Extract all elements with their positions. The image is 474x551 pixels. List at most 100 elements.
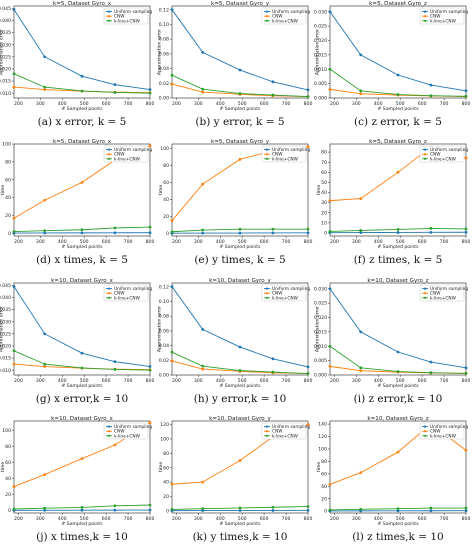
x-tick-label: 300	[194, 516, 203, 522]
legend-label-kline: k-line+CNW	[114, 18, 141, 24]
x-tick-label: 800	[146, 516, 155, 522]
data-point-cnw	[148, 421, 152, 424]
legend-box	[103, 422, 149, 440]
chart-title: k=10, Dataset Gyro_y	[209, 278, 271, 284]
legend-label-uniform: Uniform sampling	[114, 424, 152, 430]
plot-frame	[171, 5, 309, 99]
x-tick-label: 200	[172, 516, 181, 522]
x-tick-label: 400	[374, 239, 383, 245]
legend-marker-kline	[423, 157, 427, 160]
legend-marker-uniform	[423, 148, 427, 151]
data-point-uniform	[464, 509, 468, 513]
legend-marker-cnw	[107, 430, 111, 433]
legend-label-cnw: CNW	[114, 152, 125, 158]
legend-marker-uniform	[265, 148, 269, 151]
data-point-cnw	[43, 365, 47, 368]
y-tick-label: 0.00	[159, 96, 169, 102]
data-point-uniform	[396, 509, 400, 513]
legend-label-cnw: CNW	[430, 291, 441, 297]
data-point-kline	[359, 89, 363, 93]
y-tick-label: 0	[8, 508, 11, 514]
y-axis-label: Approximation error	[157, 29, 163, 75]
y-tick-label: 60	[163, 465, 169, 471]
x-axis-label: # Sampled points	[61, 106, 103, 112]
data-point-kline	[464, 506, 468, 510]
data-point-uniform	[396, 350, 400, 354]
legend-marker-uniform	[423, 425, 427, 428]
y-tick-label: 40	[321, 484, 327, 490]
data-point-uniform	[464, 89, 468, 93]
data-point-kline	[306, 372, 310, 375]
plot-frame	[13, 420, 151, 514]
y-tick-label: 0.005	[314, 81, 327, 87]
x-tick-label: 800	[304, 101, 313, 107]
data-point-kline	[80, 228, 84, 232]
chart-title: k=10, Dataset Gyro_y	[209, 416, 271, 422]
legend-label-kline: k-line+CNW	[114, 433, 141, 439]
legend-label-uniform: Uniform sampling	[430, 286, 468, 292]
x-tick-label: 700	[282, 239, 291, 245]
y-tick-label: 80	[5, 159, 11, 165]
data-point-uniform	[306, 88, 310, 92]
legend-label-cnw: CNW	[114, 291, 125, 297]
y-tick-label: 0.010	[0, 368, 11, 374]
y-tick-label: 0.045	[0, 283, 11, 289]
legend-marker-uniform	[107, 287, 111, 290]
data-point-kline	[429, 371, 433, 375]
y-tick-label: 0	[8, 231, 11, 237]
legend-marker-kline	[265, 296, 269, 299]
x-tick-label: 600	[418, 239, 427, 245]
x-tick-label: 600	[260, 101, 269, 107]
data-point-uniform	[43, 231, 47, 235]
data-point-kline	[170, 73, 174, 77]
y-tick-label: 40	[5, 195, 11, 201]
data-point-kline	[396, 228, 400, 231]
y-axis-label: time	[0, 462, 6, 473]
data-point-uniform	[148, 88, 152, 91]
legend-marker-kline	[107, 157, 111, 160]
data-point-kline	[429, 94, 433, 98]
data-point-cnw	[396, 450, 400, 454]
data-point-kline	[148, 503, 152, 507]
y-axis-label: Approximation error	[157, 306, 163, 352]
legend-label-uniform: Uniform sampling	[272, 286, 310, 292]
data-point-uniform	[328, 287, 332, 291]
y-tick-label: 0.015	[314, 329, 327, 335]
data-point-kline	[113, 504, 117, 508]
data-point-kline	[43, 85, 47, 89]
y-tick-label: 60	[321, 471, 327, 477]
x-tick-label: 700	[282, 101, 291, 107]
x-tick-label: 400	[374, 101, 383, 107]
y-tick-label: 60	[5, 177, 11, 183]
y-tick-label: 60	[321, 170, 327, 176]
y-tick-label: 20	[5, 492, 11, 498]
x-tick-label: 500	[80, 239, 89, 245]
data-point-kline	[80, 506, 84, 509]
x-tick-label: 400	[58, 239, 67, 245]
data-point-uniform	[464, 230, 468, 234]
legend-marker-kline	[423, 296, 427, 299]
legend-label-uniform: Uniform sampling	[114, 286, 152, 292]
data-point-cnw	[359, 92, 363, 96]
x-tick-label: 300	[36, 516, 45, 522]
data-point-kline	[201, 228, 205, 232]
data-point-cnw	[201, 90, 205, 94]
y-tick-label: 20	[5, 213, 11, 219]
x-axis-label: # Sampled points	[377, 106, 419, 112]
y-tick-label: 0.020	[0, 67, 11, 73]
chart-panel-2: k=5, Dataset Gyro_z 200 300 400 500 600 700 800…	[314, 1, 471, 128]
y-tick-label: 20	[163, 214, 169, 220]
x-axis-label: # Sampled points	[61, 383, 103, 389]
legend-marker-kline	[265, 434, 269, 437]
data-point-kline	[238, 506, 242, 510]
legend-label-kline: k-line+CNW	[430, 156, 457, 162]
